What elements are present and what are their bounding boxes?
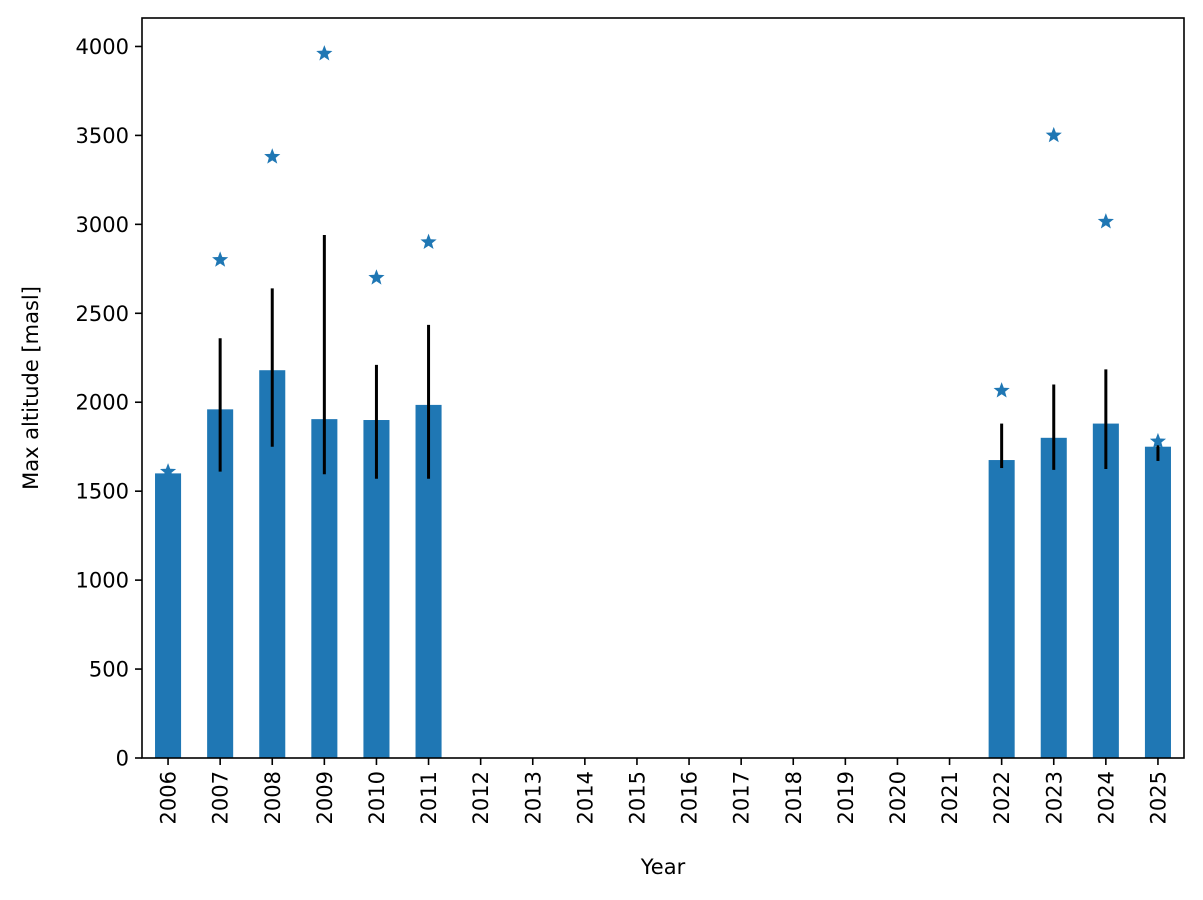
y-tick-label: 3000: [76, 213, 129, 237]
star-marker-2009: [316, 45, 333, 61]
bar-2009: [311, 419, 338, 758]
x-tick-label: 2015: [625, 771, 649, 824]
x-tick-label: 2016: [678, 771, 702, 824]
bars-group: [155, 370, 1171, 758]
markers-group: [159, 45, 1167, 479]
y-tick-label: 2000: [76, 391, 129, 415]
plot-frame: [141, 17, 1185, 759]
x-tick-label: 2021: [938, 771, 962, 824]
bar-2024: [1092, 423, 1119, 758]
x-tick-label: 2006: [157, 771, 181, 824]
y-tick-label: 4000: [76, 35, 129, 59]
y-tick-label: 1500: [76, 480, 129, 504]
y-tick-label: 1000: [76, 569, 129, 593]
star-marker-2025: [1149, 432, 1167, 449]
star-marker-2008: [264, 148, 281, 164]
y-axis: 0 500 1000 1500 2000 2500 3000 3500 4000: [76, 35, 142, 771]
x-axis: 2006 2007 2008 2009 2010 2011 2012 2013 2014 2015…: [157, 758, 1170, 824]
star-marker-2006: [159, 463, 177, 479]
y-tick-label: 3500: [76, 124, 129, 148]
plot-area: [142, 18, 1184, 758]
y-tick-label: 0: [116, 747, 129, 771]
y-axis-label: Max altitude [masl]: [19, 286, 43, 490]
x-tick-label: 2023: [1042, 771, 1066, 824]
x-tick-label: 2018: [782, 771, 806, 824]
x-tick-label: 2025: [1146, 771, 1170, 824]
x-tick-label: 2024: [1094, 771, 1118, 824]
star-marker-2011: [420, 233, 437, 250]
star-marker-2007: [212, 251, 229, 267]
bar-2025: [1144, 446, 1171, 758]
x-tick-label: 2014: [573, 771, 597, 824]
x-tick-label: 2010: [365, 771, 389, 824]
x-tick-label: 2009: [313, 771, 337, 824]
x-tick-label: 2019: [834, 771, 858, 824]
x-tick-label: 2007: [209, 771, 233, 824]
bar-2006: [155, 473, 182, 758]
star-marker-2010: [368, 269, 385, 285]
bar-2022: [988, 460, 1015, 758]
x-tick-label: 2022: [990, 771, 1014, 824]
star-marker-2023: [1045, 126, 1062, 143]
bar-2023: [1040, 437, 1067, 758]
x-axis-label: Year: [640, 855, 686, 879]
x-tick-label: 2017: [730, 771, 754, 824]
star-marker-2024: [1097, 213, 1114, 229]
y-tick-label: 500: [89, 658, 129, 682]
y-tick-label: 2500: [76, 302, 129, 326]
x-tick-label: 2008: [261, 771, 285, 824]
star-marker-2022: [993, 382, 1010, 398]
x-tick-label: 2012: [469, 771, 493, 824]
x-tick-label: 2013: [521, 771, 545, 824]
x-tick-label: 2011: [417, 771, 441, 824]
x-tick-label: 2020: [886, 771, 910, 824]
